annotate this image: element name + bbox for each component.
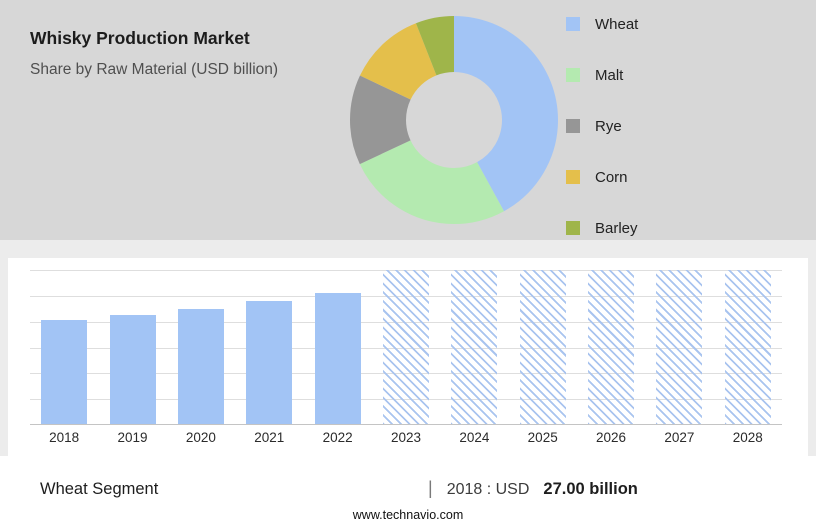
legend-swatch-rye — [566, 119, 580, 133]
bar-slot-2018 — [30, 270, 98, 425]
bar-2019 — [109, 314, 156, 425]
bar-slot-2026 — [577, 270, 645, 425]
separator: | — [428, 478, 433, 498]
bar-slot-2028 — [714, 270, 782, 425]
bar-slot-2025 — [509, 270, 577, 425]
x-tick-label-2021: 2021 — [254, 430, 285, 445]
legend-item-corn: Corn — [566, 167, 638, 187]
legend-item-rye: Rye — [566, 116, 638, 136]
bar-chart-plot — [30, 270, 782, 425]
x-tick-label-2018: 2018 — [49, 430, 80, 445]
donut-slice-malt — [350, 16, 558, 224]
bar-slot-2022 — [303, 270, 371, 425]
segment-value-row: | 2018 : USD 27.00 billion — [428, 478, 638, 499]
forecast-bar-2024 — [451, 270, 498, 425]
forecast-bar-2026 — [588, 270, 635, 425]
legend-item-barley: Barley — [566, 218, 638, 238]
page-title: Whisky Production Market — [30, 28, 250, 48]
x-tick-label-2019: 2019 — [117, 430, 148, 445]
legend-item-malt: Malt — [566, 65, 638, 85]
bar-2021 — [246, 301, 293, 425]
value-prefix: 2018 : USD — [446, 481, 530, 498]
donut-slice-rye — [350, 16, 558, 224]
legend-swatch-wheat — [566, 17, 580, 31]
legend-label: Barley — [595, 219, 638, 237]
x-tick-label-2028: 2028 — [732, 430, 763, 445]
forecast-bar-2025 — [519, 270, 566, 425]
x-axis-line — [30, 424, 782, 425]
legend-swatch-barley — [566, 221, 580, 235]
bar-series — [30, 270, 782, 425]
x-tick-label-2024: 2024 — [459, 430, 490, 445]
bar-slot-2024 — [440, 270, 508, 425]
x-tick-label-2026: 2026 — [596, 430, 627, 445]
x-tick-label-2025: 2025 — [527, 430, 558, 445]
legend-swatch-corn — [566, 170, 580, 184]
value-amount: 27.00 billion — [543, 480, 638, 498]
segment-label: Wheat Segment — [40, 480, 159, 498]
bar-2020 — [177, 308, 224, 425]
title-block: Whisky Production Market Share by Raw Ma… — [30, 28, 278, 79]
x-tick-label-2022: 2022 — [322, 430, 353, 445]
x-axis-labels: 2018 2019 2020 2021 2022 2023 2024 2025 2026 2027… — [30, 430, 782, 445]
legend-label: Rye — [595, 117, 622, 135]
bar-slot-2023 — [372, 270, 440, 425]
legend-item-wheat: Wheat — [566, 14, 638, 34]
donut-chart-svg — [350, 16, 558, 224]
forecast-bar-2027 — [656, 270, 703, 425]
bar-slot-2027 — [645, 270, 713, 425]
donut-slice-barley — [350, 16, 558, 224]
donut-chart — [348, 14, 560, 226]
bar-2018 — [41, 320, 88, 425]
x-tick-label-2020: 2020 — [185, 430, 216, 445]
header-band: Whisky Production Market Share by Raw Ma… — [0, 0, 816, 240]
page-subtitle: Share by Raw Material (USD billion) — [30, 61, 279, 78]
x-tick-label-2023: 2023 — [390, 430, 421, 445]
bar-2022 — [314, 293, 361, 425]
footer-band: Wheat Segment | 2018 : USD 27.00 billion… — [0, 456, 816, 528]
donut-legend: Wheat Malt Rye Corn Barley — [566, 14, 638, 238]
website-url: www.technavio.com — [352, 508, 464, 522]
legend-swatch-malt — [566, 68, 580, 82]
forecast-bar-2023 — [382, 270, 429, 425]
x-tick-label-2027: 2027 — [664, 430, 695, 445]
bar-slot-2021 — [235, 270, 303, 425]
bar-slot-2020 — [167, 270, 235, 425]
legend-label: Malt — [595, 66, 624, 84]
bar-slot-2019 — [98, 270, 166, 425]
legend-label: Wheat — [595, 15, 639, 33]
bar-chart-panel: 2018 2019 2020 2021 2022 2023 2024 2025 2026 2027… — [8, 258, 808, 456]
forecast-bar-2028 — [724, 270, 771, 425]
legend-label: Corn — [595, 168, 628, 186]
